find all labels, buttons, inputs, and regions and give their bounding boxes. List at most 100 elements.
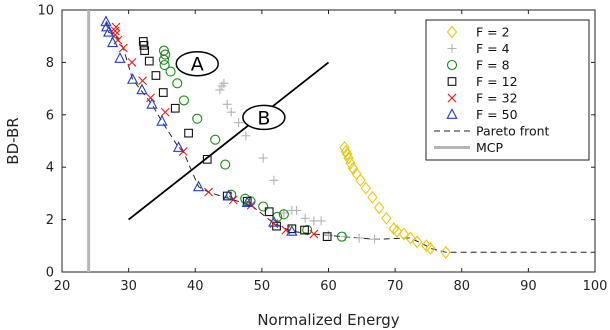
data-point bbox=[300, 225, 309, 235]
data-point bbox=[127, 57, 137, 67]
y-tick-label: 10 bbox=[37, 4, 54, 19]
annotation-circle bbox=[242, 104, 286, 131]
data-point bbox=[343, 151, 354, 165]
data-point bbox=[411, 235, 423, 249]
data-point bbox=[156, 114, 168, 126]
data-point bbox=[286, 225, 298, 236]
data-point bbox=[373, 201, 385, 215]
data-point bbox=[322, 232, 332, 242]
legend-marker bbox=[446, 108, 458, 119]
data-point bbox=[158, 88, 168, 97]
data-point bbox=[126, 73, 139, 84]
data-point bbox=[178, 95, 189, 106]
legend-entry: F = 2 bbox=[446, 25, 510, 40]
data-point bbox=[336, 231, 347, 242]
data-point bbox=[165, 66, 176, 77]
y-tick-label: 8 bbox=[46, 56, 54, 71]
legend-label: F = 2 bbox=[476, 25, 510, 40]
legend-entry: MCP bbox=[434, 140, 504, 155]
data-point bbox=[234, 118, 244, 128]
series-diamond bbox=[339, 141, 451, 259]
data-point bbox=[287, 224, 297, 234]
legend-box bbox=[425, 19, 590, 161]
data-point bbox=[226, 107, 236, 117]
data-point bbox=[272, 211, 283, 223]
y-tick-label: 2 bbox=[46, 213, 54, 228]
data-point bbox=[241, 131, 251, 141]
data-point bbox=[184, 128, 193, 138]
annotation-label: B bbox=[257, 107, 270, 129]
data-point bbox=[268, 215, 280, 227]
data-point bbox=[425, 241, 436, 255]
data-point bbox=[107, 36, 119, 48]
data-point bbox=[300, 213, 310, 223]
legend-label: F = 12 bbox=[476, 74, 518, 89]
data-point bbox=[139, 40, 149, 50]
legend-marker bbox=[446, 59, 458, 71]
legend-entry: F = 8 bbox=[446, 58, 510, 73]
legend-marker bbox=[447, 77, 457, 86]
data-point bbox=[151, 71, 161, 80]
x-tick-label: 50 bbox=[254, 279, 271, 294]
plot-area bbox=[87, 10, 595, 272]
data-point bbox=[158, 54, 169, 65]
data-point bbox=[264, 207, 274, 217]
data-point bbox=[220, 159, 231, 170]
data-point bbox=[398, 227, 409, 241]
x-tick-label: 80 bbox=[453, 279, 470, 294]
data-point bbox=[241, 196, 253, 207]
data-point bbox=[210, 134, 221, 145]
data-point bbox=[192, 180, 205, 192]
data-point bbox=[140, 46, 149, 55]
data-point bbox=[258, 153, 268, 163]
pareto-front-line bbox=[105, 21, 595, 253]
data-point bbox=[146, 97, 158, 109]
data-point bbox=[219, 78, 229, 88]
legend-label: F = 50 bbox=[476, 107, 518, 122]
data-point bbox=[360, 181, 372, 195]
data-point bbox=[144, 56, 154, 66]
data-point bbox=[341, 147, 353, 161]
legend-entry: F = 32 bbox=[447, 91, 518, 106]
data-point bbox=[240, 193, 251, 204]
series-circle bbox=[158, 45, 347, 242]
data-point bbox=[367, 190, 378, 204]
x-tick-label: 90 bbox=[520, 279, 537, 294]
x-tick-label: 70 bbox=[387, 279, 404, 294]
data-point bbox=[136, 83, 148, 95]
legend-entry: F = 50 bbox=[446, 107, 518, 122]
series-cross bbox=[110, 22, 319, 239]
data-point bbox=[215, 85, 225, 95]
legend-entry: Pareto front bbox=[434, 124, 550, 139]
x-tick-label: 20 bbox=[54, 279, 71, 294]
data-point bbox=[340, 144, 352, 158]
y-axis-label: BD-BR bbox=[4, 117, 22, 164]
series-plus bbox=[215, 78, 379, 244]
data-point bbox=[440, 245, 451, 259]
data-point bbox=[114, 52, 126, 63]
data-point bbox=[222, 99, 232, 109]
legend-label: F = 4 bbox=[476, 41, 510, 56]
data-point bbox=[222, 189, 235, 201]
series-square bbox=[138, 37, 332, 242]
data-point bbox=[309, 229, 319, 239]
data-point bbox=[302, 225, 313, 236]
data-point bbox=[269, 175, 279, 185]
x-tick-label: 60 bbox=[320, 279, 337, 294]
legend-entry: F = 12 bbox=[447, 74, 518, 89]
legend-label: MCP bbox=[476, 140, 504, 155]
data-point bbox=[146, 93, 156, 103]
data-point bbox=[391, 224, 403, 238]
data-point bbox=[160, 107, 170, 117]
data-point bbox=[354, 233, 364, 243]
data-point bbox=[381, 211, 392, 225]
series-triangle bbox=[100, 15, 298, 236]
data-point bbox=[170, 103, 180, 113]
legend-label: F = 8 bbox=[476, 58, 510, 73]
x-tick-label: 30 bbox=[120, 279, 137, 294]
data-point bbox=[369, 234, 379, 244]
y-tick-label: 4 bbox=[46, 161, 54, 176]
x-axis-label: Normalized Energy bbox=[257, 311, 399, 329]
x-tick-label: 100 bbox=[583, 279, 608, 294]
